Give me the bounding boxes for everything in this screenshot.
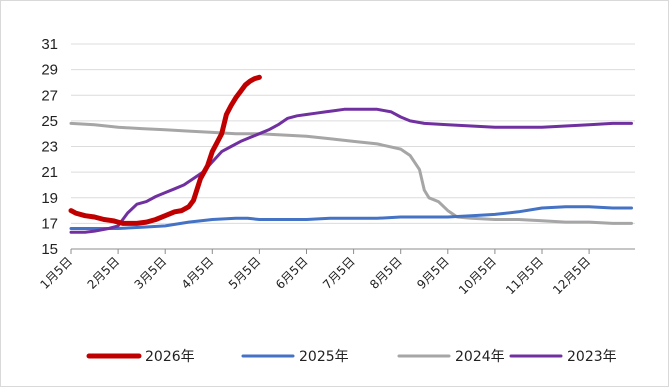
y-axis-ticks: 15 17 19 21 23 25 27 29 31 [41, 36, 58, 258]
x-tick-label: 8月5日 [367, 254, 405, 292]
y-tick-label: 29 [41, 62, 58, 79]
y-tick-label: 15 [41, 241, 58, 258]
x-tick-label: 5月5日 [226, 254, 264, 292]
y-tick-label: 21 [41, 164, 58, 181]
series-line-2023年 [69, 107, 633, 234]
legend-entry: 2026年 [145, 349, 195, 365]
x-tick-label: 2月5日 [85, 254, 123, 292]
series-lines [68, 74, 633, 234]
legend-entry: 2023年 [567, 349, 617, 365]
legend: 2026年 2025年 2024年 2023年 [86, 349, 617, 365]
x-tick-label: 3月5日 [132, 254, 170, 292]
x-tick-label: 4月5日 [179, 254, 217, 292]
legend-entry: 2025年 [299, 349, 349, 365]
x-tick-label: 7月5日 [320, 254, 358, 292]
legend-entry: 2024年 [455, 349, 505, 365]
y-tick-label: 27 [41, 87, 58, 104]
series-line-2025年 [69, 205, 633, 230]
x-tick-label: 1月5日 [37, 254, 75, 292]
x-tick-label: 6月5日 [273, 254, 311, 292]
x-tick-label: 12月5日 [550, 254, 593, 297]
y-tick-label: 17 [41, 215, 58, 232]
y-tick-label: 31 [41, 36, 58, 53]
series-line-2024年 [69, 121, 633, 225]
y-tick-label: 25 [41, 113, 58, 130]
x-tick-label: 11月5日 [503, 254, 546, 297]
gridlines [71, 43, 635, 224]
x-tick-label: 10月5日 [456, 254, 499, 297]
x-tick-label: 9月5日 [414, 254, 452, 292]
series-line-2026年 [68, 74, 262, 226]
y-tick-label: 19 [41, 190, 58, 207]
x-axis: 1月5日 2月5日 3月5日 4月5日 5月5日 6月5日 7月5日 8月5日 9月5日 10月5… [37, 248, 635, 297]
y-tick-label: 23 [41, 139, 58, 156]
